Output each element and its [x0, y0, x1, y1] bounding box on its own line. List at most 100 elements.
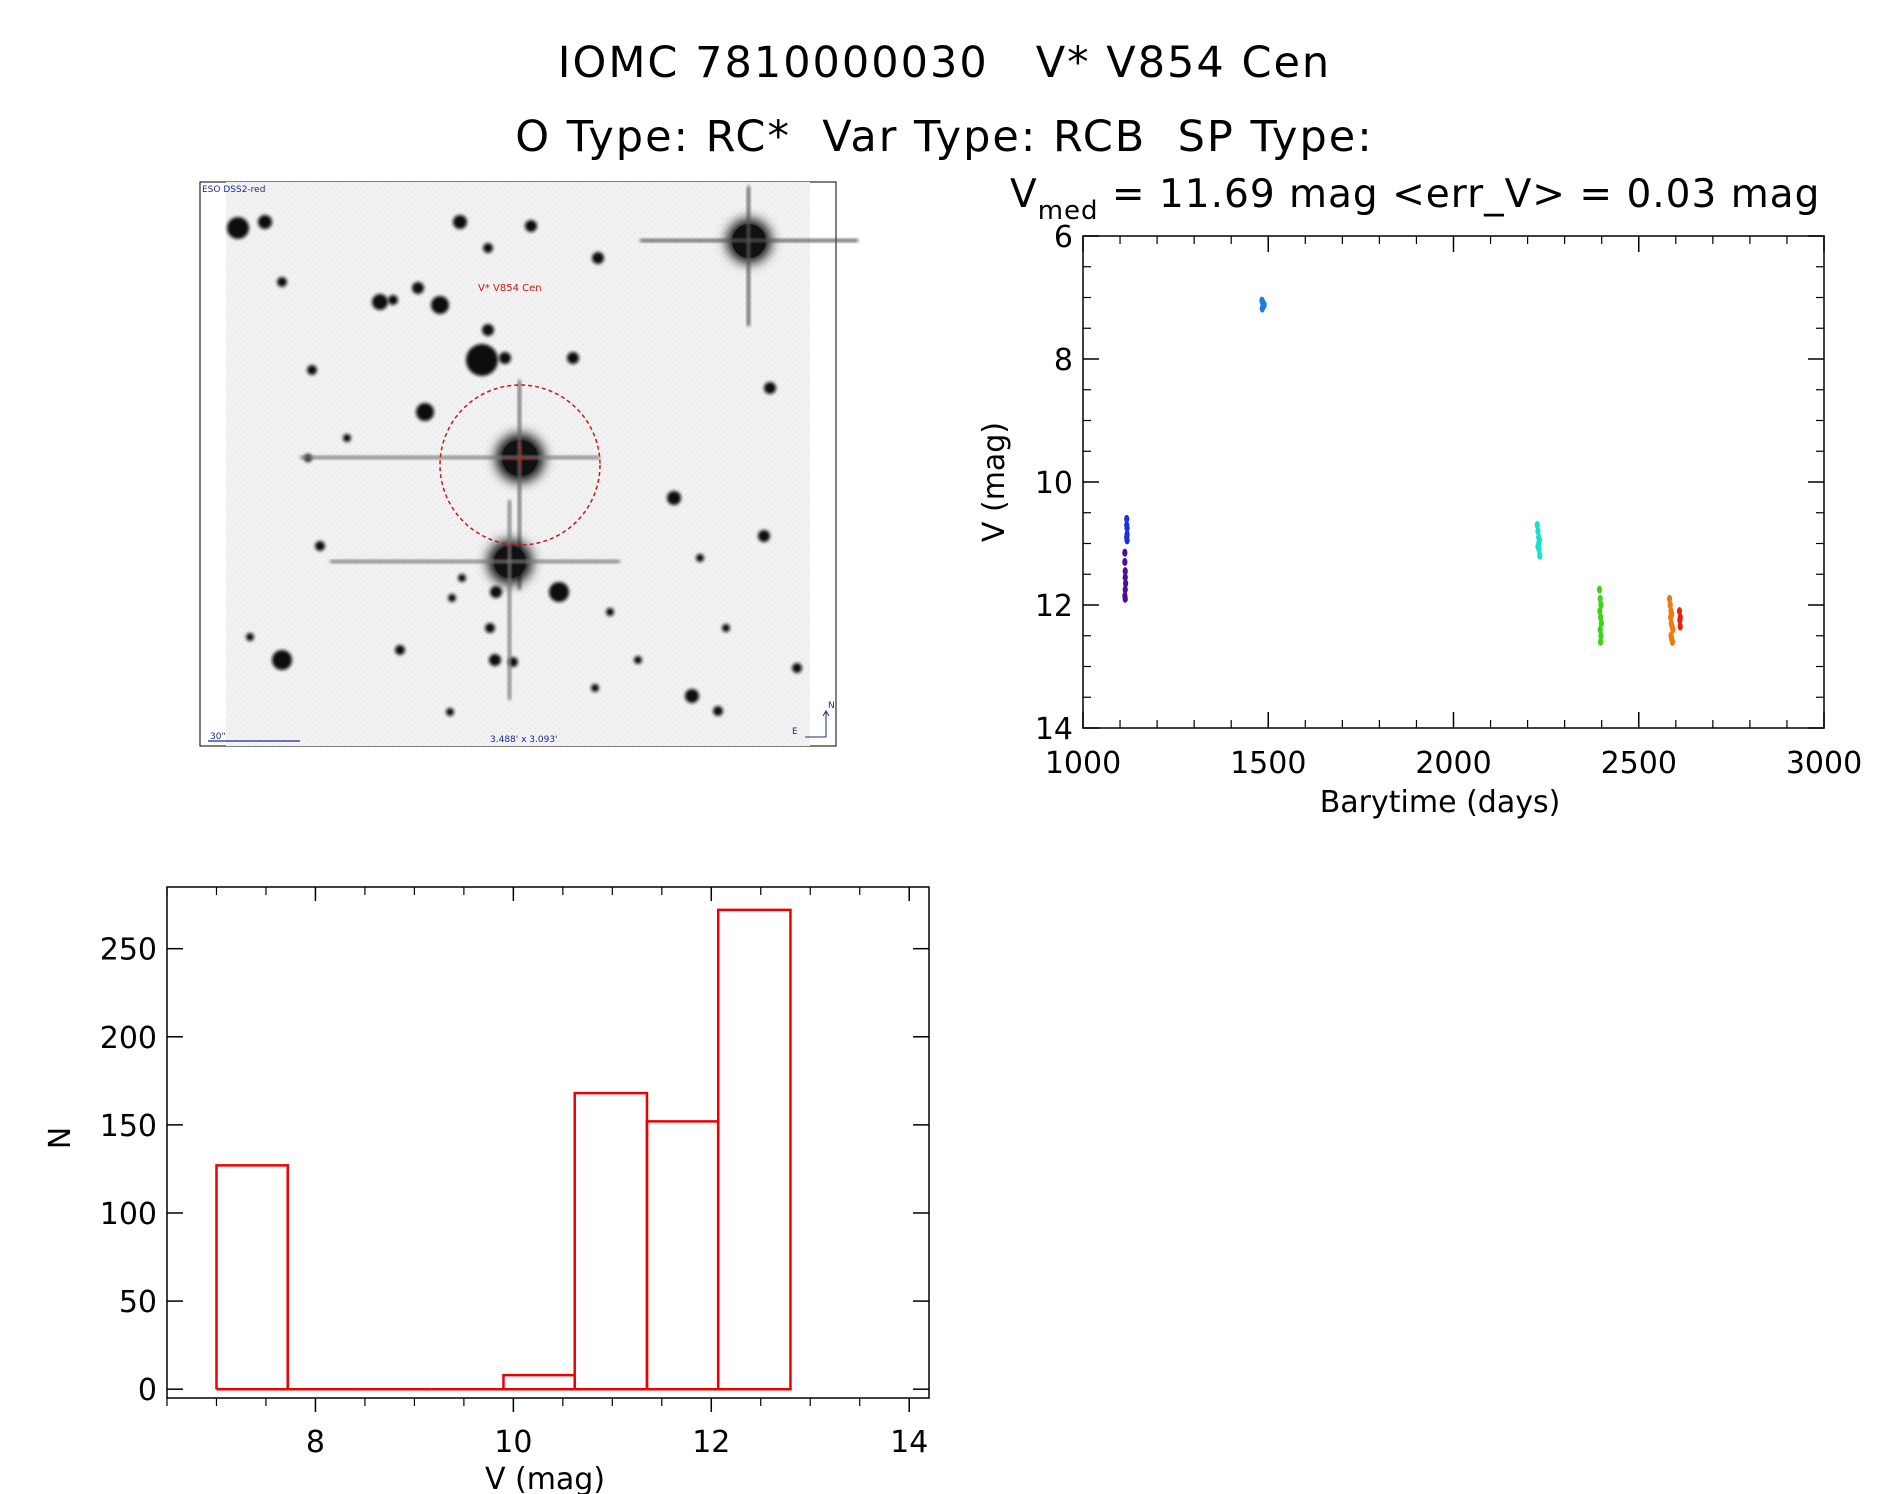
field-star	[499, 352, 511, 364]
histogram-bar	[573, 1091, 649, 1391]
data-point	[1597, 625, 1603, 634]
field-star	[549, 582, 569, 602]
data-point	[1669, 637, 1676, 646]
target-star	[300, 380, 600, 590]
field-star	[395, 645, 405, 655]
y-tick-label: 200	[100, 1021, 157, 1056]
bright-star-lower	[330, 500, 620, 700]
histogram-ylabel: N	[43, 1127, 78, 1149]
light-curve-ylabel: V (mag)	[977, 422, 1012, 542]
field-star	[489, 654, 501, 666]
x-tick-label: 8	[306, 1425, 325, 1460]
histogram-chart: 8 10 12 14 0 50 100 150 200 250 V (mag) N	[43, 886, 930, 1494]
field-star	[758, 530, 770, 542]
field-star	[592, 252, 604, 264]
field-star	[667, 491, 681, 505]
light-curve-frame	[1082, 235, 1825, 729]
data-point	[1676, 607, 1683, 616]
y-tick-label: 10	[1035, 466, 1073, 501]
field-star	[591, 684, 599, 692]
x-tick-label: 3000	[1786, 746, 1862, 781]
fov-label: 3.488' x 3.093'	[490, 735, 558, 745]
light-curve-points	[1122, 296, 1683, 646]
field-star	[431, 296, 449, 314]
y-tick-label: 0	[138, 1373, 157, 1408]
light-curve-ticks: 1000 1500 2000 2500 3000 6 8 10 12 14	[1035, 220, 1862, 781]
compass-icon	[805, 710, 830, 738]
histogram-bar	[502, 1373, 576, 1391]
data-point	[1667, 601, 1673, 609]
data-point	[1597, 594, 1603, 603]
survey-label: ESO DSS2-red	[202, 185, 265, 195]
data-point	[1122, 557, 1128, 566]
field-star	[490, 586, 502, 598]
field-star	[466, 344, 498, 376]
y-tick-label: 8	[1054, 343, 1073, 378]
data-point	[1598, 631, 1604, 640]
histogram-frame	[166, 886, 930, 1399]
light-curve-xlabel: Barytime (days)	[1320, 785, 1561, 820]
field-star	[272, 650, 292, 670]
field-star	[412, 282, 424, 294]
data-point	[1668, 613, 1674, 622]
field-star	[485, 623, 495, 633]
x-tick-label: 1500	[1230, 746, 1306, 781]
field-star	[448, 594, 456, 602]
field-star	[696, 554, 704, 562]
field-star	[525, 220, 537, 232]
field-star	[246, 633, 254, 641]
x-tick-label: 12	[692, 1425, 730, 1460]
x-tick-label: 10	[494, 1425, 532, 1460]
field-star	[458, 574, 466, 582]
data-point	[1124, 536, 1130, 545]
field-star	[277, 277, 287, 287]
y-tick-label: 6	[1054, 220, 1073, 255]
data-point	[1597, 613, 1604, 622]
histogram-bars	[215, 908, 792, 1391]
data-point	[1677, 622, 1683, 631]
field-star	[388, 295, 398, 305]
field-star	[567, 352, 579, 364]
x-tick-label: 2500	[1601, 746, 1677, 781]
compass-north: N	[828, 701, 835, 711]
data-point	[1597, 607, 1603, 616]
histogram-bar	[215, 1164, 289, 1391]
field-star	[315, 541, 325, 551]
magnitude-stats: Vmed = 11.69 mag <err_V> = 0.03 mag	[1010, 172, 1820, 226]
histogram-ticks: 8 10 12 14 0 50 100 150 200 250	[100, 887, 929, 1460]
data-point	[1598, 601, 1604, 609]
vmed-subscript: med	[1037, 196, 1099, 226]
light-curve-chart: 1000 1500 2000 2500 3000 6 8 10 12 14 Barytime (d…	[977, 220, 1862, 820]
field-star	[482, 324, 494, 336]
figure-title-line2: O Type: RC* Var Type: RCB SP Type:	[515, 112, 1374, 162]
data-point	[1670, 625, 1676, 634]
data-point	[1122, 548, 1128, 557]
data-point	[1596, 585, 1603, 594]
field-star	[483, 243, 493, 253]
field-star	[606, 608, 614, 616]
y-tick-label: 14	[1035, 712, 1073, 747]
data-point	[1122, 567, 1128, 576]
target-label: V* V854 Cen	[478, 283, 542, 294]
data-point	[1534, 521, 1540, 530]
data-point	[1677, 616, 1683, 625]
data-point	[1536, 545, 1542, 554]
scale-bar-label: 30"	[210, 732, 226, 742]
data-point	[1122, 573, 1128, 582]
vmed-text: = 11.69 mag <err_V> = 0.03 mag	[1098, 172, 1821, 217]
y-tick-label: 100	[100, 1197, 157, 1232]
histogram-xlabel: V (mag)	[485, 1462, 605, 1494]
field-star	[792, 663, 802, 673]
y-tick-label: 150	[100, 1109, 157, 1144]
data-point	[1122, 585, 1128, 594]
sky-image: ESO DSS2-red V* V854 Cen 30" 3.488' x 3.…	[199, 181, 858, 747]
vmed-symbol: V	[1010, 172, 1038, 217]
data-point	[1259, 304, 1265, 313]
field-star	[227, 217, 249, 239]
y-tick-label: 12	[1035, 589, 1073, 624]
field-star	[634, 656, 642, 664]
x-tick-label: 14	[890, 1425, 928, 1460]
histogram-bar	[716, 908, 792, 1391]
field-star	[764, 382, 776, 394]
